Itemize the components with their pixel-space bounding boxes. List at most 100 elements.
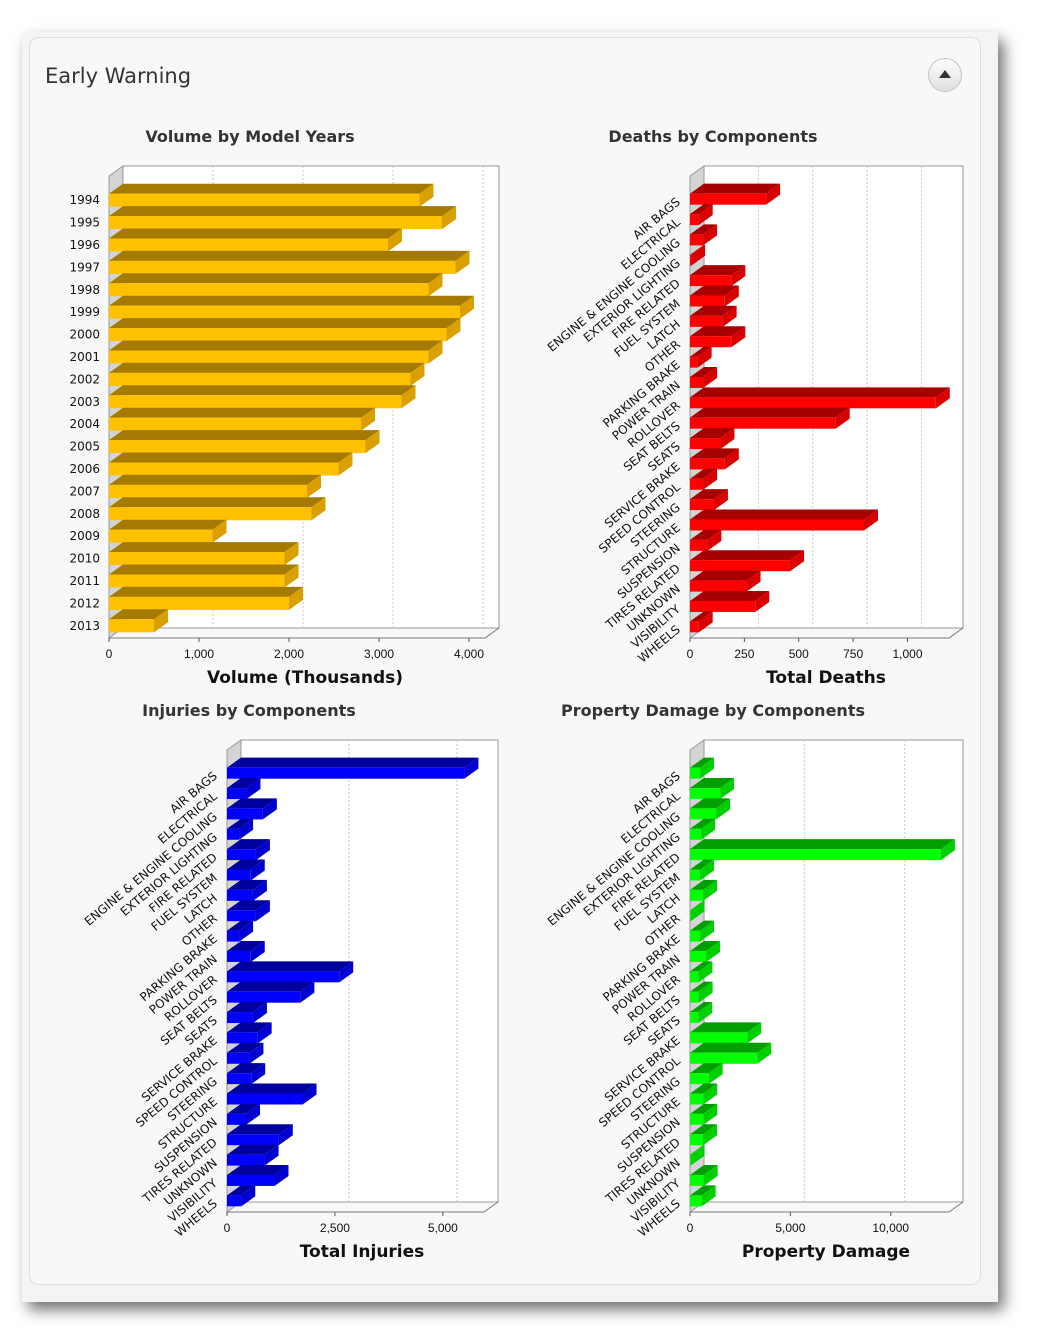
bar-front (227, 1052, 250, 1064)
bar (690, 387, 950, 409)
bar-side (212, 519, 227, 543)
bar-side (311, 497, 326, 521)
bar-top (690, 387, 950, 398)
bar (690, 900, 705, 922)
bar-side (464, 757, 479, 779)
bar-front (690, 376, 704, 388)
bar (690, 509, 878, 531)
bar (690, 818, 716, 840)
bar-side (703, 1124, 718, 1146)
bar-front (109, 596, 289, 610)
bar (690, 1083, 718, 1105)
bar-side (701, 818, 716, 840)
bar (690, 1042, 772, 1064)
bar-front (109, 484, 307, 498)
bar-top (690, 798, 731, 809)
bar-top (690, 489, 728, 500)
bar-top (690, 1103, 718, 1114)
x-axis-depth (483, 1201, 499, 1213)
bar-side (697, 346, 712, 368)
bar-front (227, 889, 253, 901)
bar (690, 366, 718, 388)
bar-top (109, 474, 321, 485)
x-axis-title: Total Injuries (300, 1242, 425, 1262)
bar-side (703, 468, 718, 490)
bar-front (690, 1073, 709, 1085)
bar-side (755, 590, 770, 612)
bar (690, 265, 746, 287)
bar-front (109, 305, 460, 319)
bar-front (690, 767, 701, 779)
bar-top (690, 1042, 772, 1053)
bar (109, 385, 416, 409)
bar-side (289, 586, 303, 610)
bar-side (307, 474, 321, 498)
bar-front (109, 395, 402, 409)
x-tick-label: 0 (106, 647, 113, 661)
bar-front (690, 971, 699, 983)
bar (690, 961, 713, 983)
bar-side (731, 265, 746, 287)
bar (690, 550, 805, 572)
x-tick-label: 5,000 (428, 1221, 458, 1235)
bar-front (690, 828, 702, 840)
x-axis-title: Total Deaths (766, 668, 886, 688)
bar-side (698, 961, 713, 983)
bar-top (690, 981, 713, 992)
bar-side (701, 1185, 716, 1207)
bar (690, 489, 728, 511)
bar-front (109, 372, 411, 386)
bar-front (227, 1113, 246, 1125)
bar-front (690, 560, 791, 572)
bar (227, 1042, 264, 1064)
bar-front (227, 788, 247, 800)
bar-side (700, 757, 715, 779)
bar (109, 519, 227, 543)
bar (690, 428, 735, 450)
bar (227, 1185, 256, 1207)
bar-front (690, 1012, 699, 1024)
bar-side (401, 385, 416, 409)
bar (227, 798, 277, 820)
bar (690, 1124, 718, 1146)
category-label: 2002 (69, 372, 100, 386)
bar-front (109, 238, 388, 252)
bar-side (255, 900, 270, 922)
bar-front (690, 397, 936, 409)
bar-top (690, 509, 878, 520)
bar-top (690, 1083, 718, 1094)
bar-side (766, 183, 781, 205)
bar-top (690, 326, 746, 337)
bar-front (690, 1195, 702, 1207)
bar-side (284, 542, 299, 566)
x-tick-label: 0 (224, 1221, 231, 1235)
bar-front (227, 930, 240, 942)
bar-front (227, 828, 240, 840)
bar-top (690, 859, 715, 870)
bar-side (154, 609, 168, 633)
plot-area (703, 739, 964, 1203)
collapse-button[interactable] (928, 58, 962, 92)
bar-front (690, 869, 701, 881)
bar-top (690, 285, 739, 296)
bar-front (109, 462, 339, 476)
bar-front (690, 519, 864, 531)
bar-side (246, 778, 261, 800)
bar-front (227, 869, 251, 881)
bar (690, 305, 737, 327)
bar-side (698, 611, 713, 633)
bar-side (428, 340, 443, 364)
bar (227, 818, 254, 840)
bar-side (410, 362, 425, 386)
bar-front (690, 1093, 704, 1105)
bar-top (690, 468, 718, 479)
bar-front (690, 438, 721, 450)
bar (227, 879, 267, 901)
bar (690, 940, 721, 962)
bar (227, 1022, 272, 1044)
bar-front (227, 1093, 303, 1105)
bar (227, 757, 479, 779)
category-label: 1996 (69, 238, 100, 252)
category-label: 2008 (69, 507, 100, 521)
